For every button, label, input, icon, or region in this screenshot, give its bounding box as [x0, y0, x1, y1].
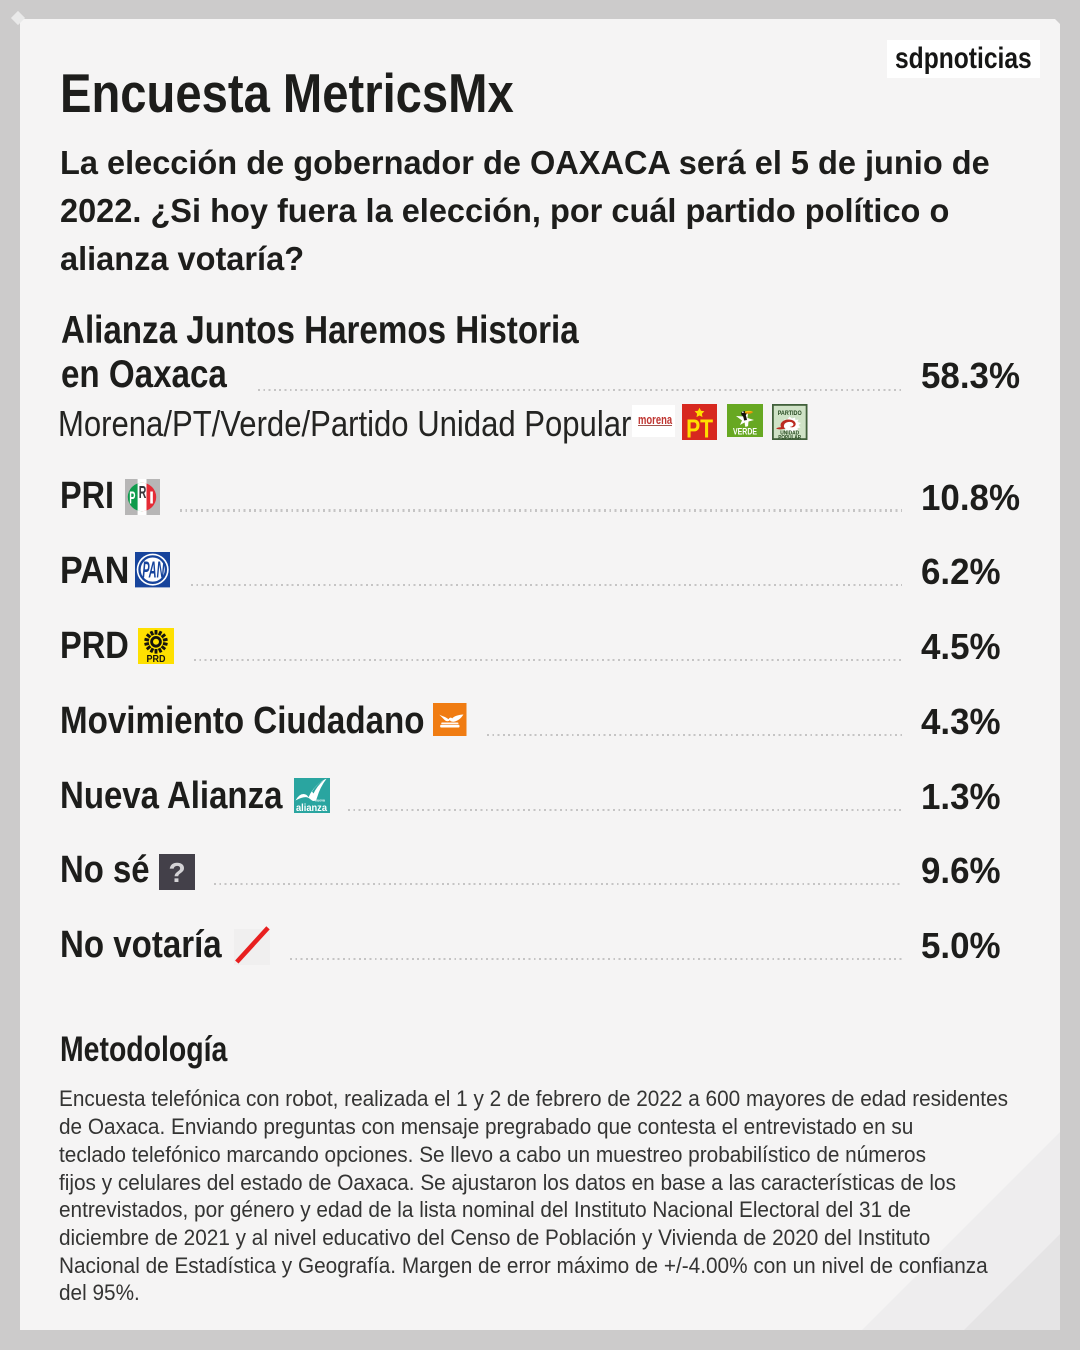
- svg-text:PRD: PRD: [147, 653, 166, 664]
- svg-text:VERDE: VERDE: [733, 427, 757, 437]
- svg-text:PARTIDO: PARTIDO: [778, 410, 802, 417]
- svg-text:POPULAR: POPULAR: [778, 435, 802, 440]
- svg-text:PAN: PAN: [142, 557, 164, 583]
- svg-text:UNIDAD: UNIDAD: [780, 430, 799, 436]
- svg-text:R: R: [138, 482, 146, 502]
- svg-text:PT: PT: [686, 413, 713, 440]
- svg-text:P: P: [129, 487, 135, 507]
- svg-text:nueva: nueva: [315, 798, 325, 802]
- svg-text:I: I: [149, 487, 154, 507]
- svg-text:alianza: alianza: [296, 802, 327, 814]
